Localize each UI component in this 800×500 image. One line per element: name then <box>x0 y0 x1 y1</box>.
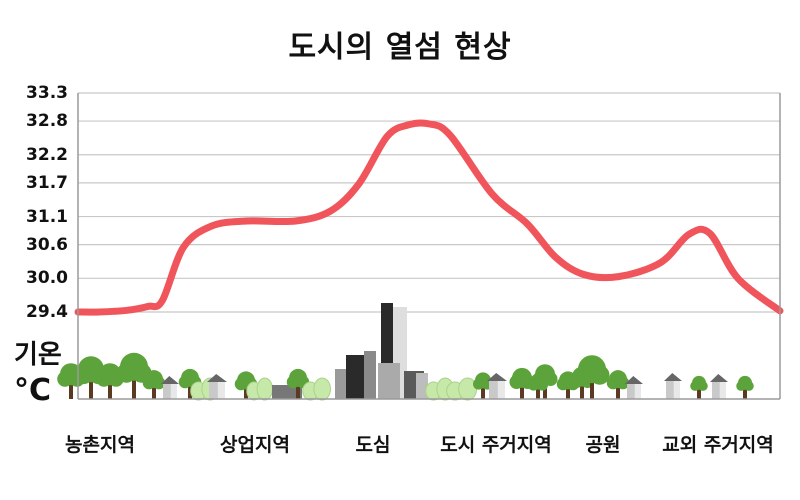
tree-crown <box>509 375 524 389</box>
tree-crown <box>536 379 549 391</box>
building-icon <box>416 373 428 399</box>
x-tick-label: 도심 <box>355 434 391 456</box>
house-icon <box>161 376 179 399</box>
landscape-illustration <box>57 303 754 401</box>
tree-trunk <box>566 382 570 399</box>
house-icon <box>487 373 507 399</box>
house-roof <box>625 376 643 384</box>
house-wall-side <box>673 381 680 399</box>
y-tick-label: 33.3 <box>26 83 68 103</box>
house-roof <box>161 376 179 384</box>
house-icon <box>625 376 643 399</box>
tree-crown <box>178 375 192 389</box>
building-icon <box>272 385 302 399</box>
y-tick-label: 32.8 <box>26 111 68 132</box>
y-tick-label: 30.6 <box>26 234 68 255</box>
tree-crown <box>152 376 166 390</box>
y-axis-unit: °C <box>14 373 52 408</box>
tree-crown <box>528 379 540 391</box>
tree-trunk <box>132 370 136 399</box>
tree-trunk <box>520 380 524 399</box>
house-wall-side <box>634 384 641 399</box>
tree-trunk <box>743 384 747 399</box>
house-wall-side <box>497 381 505 399</box>
tree-trunk <box>89 372 93 399</box>
shrub-icon <box>302 377 332 401</box>
tree-crown <box>286 375 300 389</box>
shrub-icon <box>246 377 273 401</box>
tree-trunk <box>580 379 584 399</box>
tree-crown <box>142 376 156 390</box>
y-tick-label: 29.4 <box>26 302 68 322</box>
shrub-icon <box>446 377 478 401</box>
tree-crown <box>556 377 570 391</box>
y-tick-label: 30.0 <box>26 268 68 289</box>
y-axis-label: 기온 <box>14 340 62 370</box>
x-tick-label: 공원 <box>585 434 621 456</box>
tree-icon <box>690 375 708 399</box>
house-wall-side <box>170 384 177 399</box>
tree-trunk <box>616 381 620 399</box>
house-icon <box>207 374 227 399</box>
house-wall-side <box>719 382 726 399</box>
tree-crown <box>589 365 610 385</box>
building-icon <box>378 363 400 399</box>
tree-crown <box>690 381 701 391</box>
tree-crown <box>473 378 485 390</box>
x-tick-label: 도시 주거지역 <box>440 434 552 456</box>
tree-crown <box>116 363 137 383</box>
tree-trunk <box>481 382 485 399</box>
tree-icon <box>528 373 549 399</box>
house-roof <box>487 373 507 381</box>
building-icon <box>346 355 366 399</box>
building-icon <box>364 351 376 399</box>
y-tick-label: 32.2 <box>26 144 68 165</box>
y-tick-label: 31.7 <box>26 172 68 193</box>
tree-trunk <box>296 380 300 399</box>
tree-crown <box>616 376 630 390</box>
tree-crown <box>606 376 620 390</box>
tree-trunk <box>69 377 73 399</box>
tree-trunk <box>244 382 248 399</box>
house-roof <box>710 374 728 382</box>
house-icon <box>710 374 728 399</box>
tree-crown <box>57 371 73 387</box>
tree-crown <box>574 365 595 385</box>
house-roof <box>207 374 227 382</box>
tree-crown <box>736 381 747 391</box>
house-roof <box>664 373 682 381</box>
tree-trunk <box>536 383 540 399</box>
temperature-line <box>74 119 784 316</box>
tree-crown <box>96 371 112 387</box>
tree-trunk <box>188 380 192 399</box>
tree-icon <box>606 370 630 399</box>
tree-icon <box>574 355 610 399</box>
tree-crown <box>697 381 708 391</box>
tree-trunk <box>590 372 594 399</box>
tree-icon <box>736 375 754 399</box>
x-tick-label: 상업지역 <box>220 434 290 456</box>
axes <box>77 93 781 400</box>
tree-crown <box>234 377 248 391</box>
house-wall-side <box>217 382 225 399</box>
tree-crown <box>74 365 93 385</box>
tree-trunk <box>152 381 156 399</box>
tree-icon <box>142 370 166 399</box>
house-icon <box>664 373 682 399</box>
x-tick-label: 농촌지역 <box>65 434 135 456</box>
shrub-part <box>313 377 332 401</box>
building-icon <box>335 369 349 399</box>
tree-crown <box>743 381 754 391</box>
tree-trunk <box>108 377 112 399</box>
y-tick-label: 31.1 <box>26 206 68 227</box>
x-tick-label: 교외 주거지역 <box>662 434 774 456</box>
tree-trunk <box>697 384 701 399</box>
chart-title: 도시의 열섬 현상 <box>288 30 512 65</box>
shrub-part <box>256 377 273 401</box>
